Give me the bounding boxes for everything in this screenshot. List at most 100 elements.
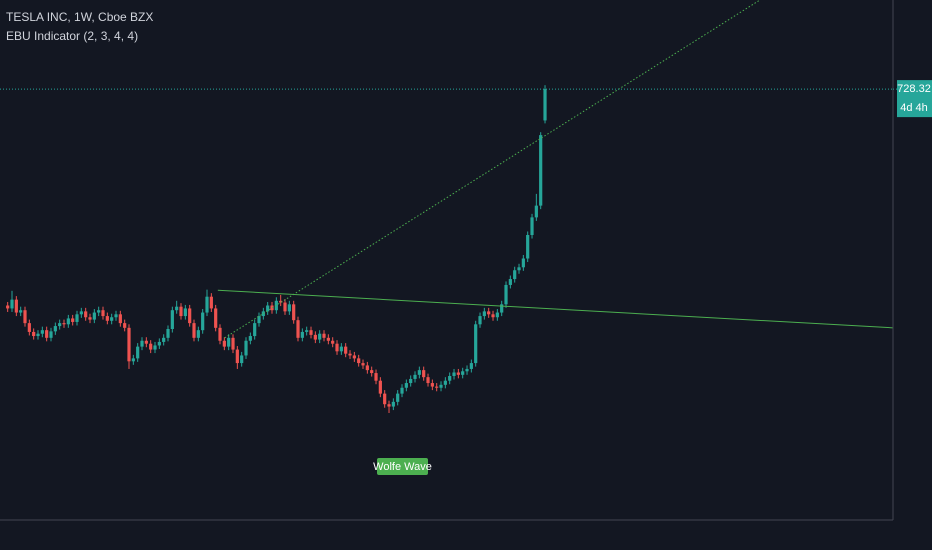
candle-body — [534, 205, 538, 218]
candle-body — [110, 317, 114, 321]
candle-body — [75, 314, 79, 322]
candle-body — [196, 330, 200, 338]
candle-body — [526, 235, 530, 259]
candle-body — [521, 258, 525, 268]
candle-body — [517, 267, 521, 271]
candle-body — [166, 329, 170, 338]
candle-body — [339, 346, 343, 352]
candle-body — [27, 323, 31, 332]
candle-body — [461, 371, 465, 375]
candle-body — [443, 380, 447, 385]
candle-body — [292, 304, 296, 321]
candle-body — [88, 317, 92, 320]
candle-body — [248, 336, 252, 341]
candle-body — [318, 333, 322, 340]
candle-body — [417, 370, 421, 375]
candle-body — [10, 299, 14, 309]
candle-body — [261, 311, 265, 317]
price-label: 728.32 — [897, 83, 931, 95]
candle-body — [127, 327, 131, 362]
candle-body — [266, 305, 270, 312]
candle-body — [504, 284, 508, 305]
candle-body — [296, 320, 300, 338]
candle-body — [383, 393, 387, 405]
candle-body — [482, 311, 486, 317]
candle-body — [370, 370, 374, 374]
candle-body — [192, 323, 196, 338]
candle-body — [53, 326, 57, 332]
candle-body — [322, 333, 326, 338]
candle-body — [400, 387, 404, 394]
candle-body — [84, 311, 88, 318]
indicator-name: EBU Indicator (2, 3, 4, 4) — [6, 29, 138, 43]
candle-body — [118, 314, 122, 324]
candle-body — [19, 310, 23, 313]
candle-body — [97, 310, 101, 313]
candle-body — [530, 217, 534, 236]
candle-body — [539, 135, 543, 206]
candle-body — [205, 296, 209, 313]
candle-body — [183, 308, 187, 317]
candle-body — [409, 378, 413, 384]
candle-body — [79, 311, 83, 315]
candle-body — [487, 311, 491, 315]
candle-body — [201, 312, 205, 331]
candle-body — [71, 318, 75, 322]
candle-body — [378, 380, 382, 394]
candle-body — [465, 368, 469, 372]
candle-body — [32, 331, 36, 337]
trend-line — [224, 0, 761, 339]
candle-body — [240, 355, 244, 364]
candle-body — [352, 355, 356, 359]
candle-body — [404, 383, 408, 388]
candle-body — [175, 306, 179, 311]
axes: 728.32 4d 4h — [893, 80, 932, 118]
candle-body — [309, 330, 313, 335]
candle-body — [14, 299, 18, 313]
annotation: Wolfe Wave — [373, 461, 432, 473]
candle-body — [222, 340, 226, 347]
candle-body — [36, 333, 40, 337]
candle-body — [452, 372, 456, 377]
candle-body — [374, 373, 378, 381]
candle-body — [58, 323, 62, 327]
plot — [0, 0, 893, 414]
candle-body — [305, 330, 309, 332]
candle-body — [253, 323, 257, 337]
candle-body — [49, 331, 53, 338]
candle-body — [270, 305, 274, 311]
candle-body — [430, 383, 434, 387]
candle-body — [62, 323, 66, 325]
candle-body — [448, 376, 452, 381]
candle-body — [66, 318, 70, 325]
candle-body — [92, 312, 96, 320]
candle-body — [469, 363, 473, 369]
candle-body — [23, 310, 27, 324]
candle-body — [45, 330, 49, 338]
candle-body — [40, 330, 44, 334]
candle-body — [391, 401, 395, 407]
candle-body — [478, 316, 482, 325]
candle-body — [300, 331, 304, 338]
candle-body — [105, 316, 109, 321]
candle-body — [513, 270, 517, 280]
candle-body — [257, 316, 261, 324]
candle-body — [326, 337, 330, 341]
candle-body — [456, 372, 460, 375]
candle-body — [474, 324, 478, 364]
candle-body — [387, 404, 391, 407]
candle-body — [188, 308, 192, 324]
candle-body — [6, 305, 10, 309]
candle-body — [123, 323, 127, 328]
trend-line — [217, 289, 893, 329]
candle-body — [140, 340, 144, 347]
candle-body — [179, 306, 183, 317]
candle-body — [500, 304, 504, 313]
candle-body — [283, 302, 287, 312]
candle-body — [426, 377, 430, 384]
candle-body — [218, 327, 222, 341]
candle-body — [287, 304, 291, 312]
